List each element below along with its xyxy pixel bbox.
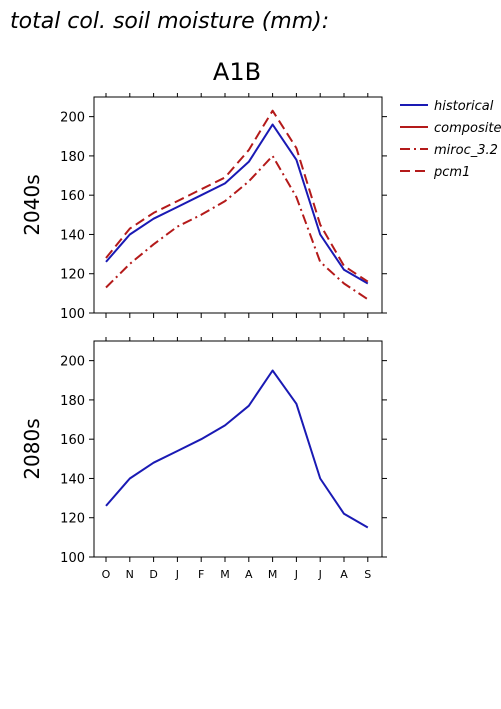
series-line-miroc-3-2: [105, 154, 369, 301]
x-tick-label: A: [245, 568, 253, 581]
x-tick-label: J: [175, 568, 179, 581]
legend-label: composite: [434, 121, 501, 136]
x-tick-label: O: [102, 568, 111, 581]
row-label: 2040s: [20, 174, 44, 235]
y-tick-label: 200: [60, 111, 85, 126]
y-tick-label: 200: [60, 355, 85, 370]
panel-2: 100 120 140 160 180 200 O N D J F M A M J J A S 2080s: [20, 337, 387, 581]
x-tick-label: M: [268, 568, 278, 581]
legend-item: pcm1: [400, 165, 470, 180]
legend-item: composite: [400, 121, 501, 136]
series-line-historical: [105, 369, 369, 529]
plot-frame: [93, 340, 383, 558]
legend-label: historical: [434, 99, 494, 114]
y-tick-label: 120: [60, 268, 85, 283]
legend: historical composite miroc_3.2 pcm1: [400, 99, 501, 180]
plot-frame: [93, 96, 383, 314]
y-tick-label: 120: [60, 512, 85, 527]
x-tick-label: J: [294, 568, 298, 581]
figure-title: total col. soil moisture (mm):: [10, 9, 329, 34]
legend-label: pcm1: [433, 165, 470, 180]
x-tick-label: F: [198, 568, 204, 581]
y-tick-label: 160: [60, 189, 85, 204]
x-tick-label: D: [149, 568, 157, 581]
y-tick-label: 140: [60, 472, 85, 487]
legend-item: miroc_3.2: [400, 143, 498, 158]
series-line-historical: [105, 123, 369, 285]
y-tick-label: 100: [60, 551, 85, 566]
row-label: 2080s: [20, 418, 44, 479]
x-tick-label: N: [126, 568, 134, 581]
y-tick-label: 180: [60, 394, 85, 409]
legend-label: miroc_3.2: [434, 143, 498, 158]
x-tick-label: M: [220, 568, 230, 581]
x-tick-label: A: [340, 568, 348, 581]
panel-1: 100 120 140 160 180 200 2040s: [20, 93, 387, 322]
panels: 100 120 140 160 180 200 2040s 100 120 140 160 180 20…: [20, 93, 387, 581]
y-tick-label: 140: [60, 228, 85, 243]
y-tick-label: 100: [60, 307, 85, 322]
y-tick-label: 180: [60, 150, 85, 165]
series-line-pcm1: [105, 109, 369, 283]
legend-item: historical: [400, 99, 494, 114]
y-tick-label: 160: [60, 433, 85, 448]
x-tick-label: S: [364, 568, 371, 581]
x-tick-label: J: [318, 568, 322, 581]
scenario-label: A1B: [213, 58, 261, 86]
